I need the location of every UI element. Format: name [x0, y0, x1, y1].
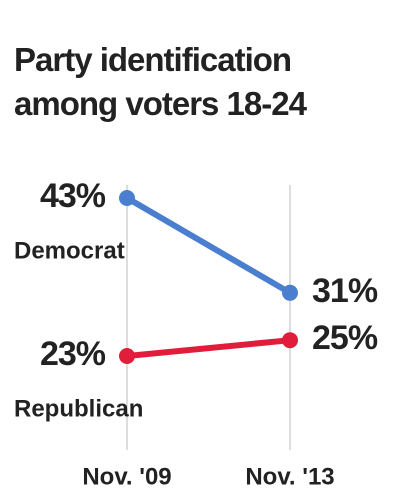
- value-label: 43%: [40, 177, 106, 215]
- series-name: Democrat: [14, 237, 125, 264]
- value-label: 23%: [40, 335, 106, 373]
- x-tick-label: Nov. '09: [82, 463, 171, 490]
- series-line: [125, 195, 292, 296]
- chart-title: Party identification among voters 18-24: [14, 41, 307, 122]
- point: [282, 332, 298, 349]
- series-line: [126, 337, 291, 359]
- point: [119, 190, 135, 206]
- value-label: 31%: [312, 272, 378, 310]
- value-label: 25%: [312, 319, 378, 357]
- series-name: Republican: [14, 395, 143, 422]
- point: [282, 284, 298, 301]
- x-tick-label: Nov. '13: [245, 463, 334, 490]
- point: [119, 348, 135, 364]
